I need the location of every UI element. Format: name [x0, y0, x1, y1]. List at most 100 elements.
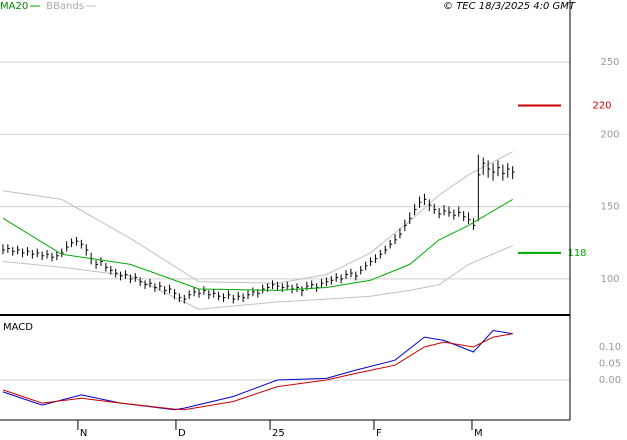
ohlc-bar: [365, 261, 368, 271]
ohlc-bar: [492, 163, 496, 181]
x-tick-label: N: [80, 428, 87, 439]
ma-line: [2, 198, 513, 291]
ohlc-bar: [46, 249, 50, 259]
ohlc-bar: [379, 249, 383, 259]
ohlc-bar: [252, 287, 255, 297]
ohlc-bar: [237, 291, 241, 301]
ohlc-bar: [129, 274, 133, 284]
ohlc-bar: [242, 293, 246, 302]
ohlc-bar: [95, 260, 99, 269]
ohlc-bar: [438, 208, 442, 219]
ohlc-bar: [222, 293, 226, 302]
ohlc-bar: [463, 210, 466, 222]
ohlc-bar: [218, 291, 221, 301]
ohlc-bar: [502, 164, 505, 181]
ohlc-bar: [399, 228, 402, 239]
x-tick-label: F: [376, 428, 382, 439]
legend-label: MA20: [0, 1, 28, 12]
ohlc-bar: [66, 241, 69, 252]
band-upper: [2, 151, 513, 284]
ohlc-bar: [120, 271, 123, 281]
source: © TEC 18/3/2025 4:0 GMT: [443, 1, 576, 12]
ohlc-bar: [7, 244, 10, 253]
ohlc-bar: [512, 166, 515, 180]
ohlc-bar: [71, 238, 74, 248]
ohlc-bar: [203, 286, 206, 295]
y-tick-label: 150: [600, 202, 619, 213]
ohlc-bar: [188, 290, 192, 300]
ohlc-bar: [75, 236, 79, 246]
ohlc-bar: [374, 254, 378, 263]
ohlc-bar: [159, 281, 162, 291]
ohlc-bar: [321, 278, 324, 288]
legend-label: BBands: [46, 1, 84, 12]
ohlc-bar: [110, 265, 113, 275]
ohlc-bar: [286, 281, 290, 291]
ohlc-bar: [414, 203, 417, 216]
ohlc-bar: [183, 294, 187, 304]
ohlc-bar: [247, 290, 250, 300]
ohlc-bar: [61, 248, 64, 258]
ohlc-bar: [178, 293, 182, 302]
ohlc-bar: [335, 273, 339, 282]
ohlc-bar: [272, 280, 275, 289]
ohlc-bar: [311, 280, 314, 289]
y-tick-label: 0.00: [599, 375, 621, 386]
ohlc-bar: [56, 251, 59, 261]
ohlc-bar: [105, 262, 108, 272]
level-label: 220: [592, 100, 611, 111]
ohlc-bar: [22, 248, 25, 258]
ohlc-bar: [149, 278, 152, 288]
ohlc-bar: [193, 287, 197, 297]
ohlc-bar: [262, 284, 265, 294]
ohlc-bar: [477, 154, 481, 222]
y-tick-label: 0.05: [599, 359, 621, 370]
ohlc-bar: [164, 286, 167, 295]
ohlc-bar: [350, 268, 353, 278]
ohlc-bar: [51, 252, 54, 262]
ohlc-bar: [26, 247, 30, 256]
ohlc-bar: [213, 288, 216, 298]
ohlc-bar: [80, 239, 84, 249]
ohlc-bar: [2, 244, 5, 255]
ohlc-bar: [409, 212, 412, 224]
ohlc-bar: [507, 163, 510, 178]
ohlc-bar: [100, 257, 103, 266]
ohlc-bar: [472, 218, 476, 230]
ohlc-bar: [85, 244, 89, 256]
band-lower: [2, 245, 513, 310]
ohlc-bar: [41, 251, 45, 261]
macd-line: [2, 333, 513, 411]
ohlc-bar: [394, 234, 398, 245]
ohlc-bar: [325, 277, 329, 287]
ohlc-bar: [384, 245, 388, 255]
ohlc-bar: [36, 248, 40, 258]
y-tick-label: 250: [600, 57, 619, 68]
ohlc-bar: [453, 209, 456, 220]
ohlc-bar: [12, 247, 15, 256]
ohlc-bar: [340, 274, 344, 284]
ohlc-bar: [301, 286, 304, 297]
level-label: 118: [567, 248, 586, 259]
y-tick-label: 200: [600, 129, 619, 140]
ohlc-bar: [296, 283, 300, 292]
y-tick-label: 0.10: [599, 342, 621, 353]
ohlc-bar: [345, 270, 349, 279]
ohlc-bar: [458, 206, 461, 217]
ohlc-bar: [419, 196, 422, 209]
x-tick-label: D: [178, 428, 186, 439]
ohlc-bar: [448, 206, 451, 217]
ohlc-bar: [232, 294, 236, 304]
x-tick-label: M: [474, 428, 483, 439]
ohlc-bar: [31, 249, 35, 259]
ohlc-bar: [423, 193, 427, 206]
ohlc-bar: [154, 283, 157, 292]
ohlc-bar: [482, 157, 486, 175]
ohlc-bar: [433, 203, 437, 214]
x-tick-label: 25: [272, 428, 285, 439]
ohlc-bar: [115, 268, 118, 278]
ohlc-bar: [443, 205, 447, 216]
ohlc-bar: [497, 160, 500, 177]
